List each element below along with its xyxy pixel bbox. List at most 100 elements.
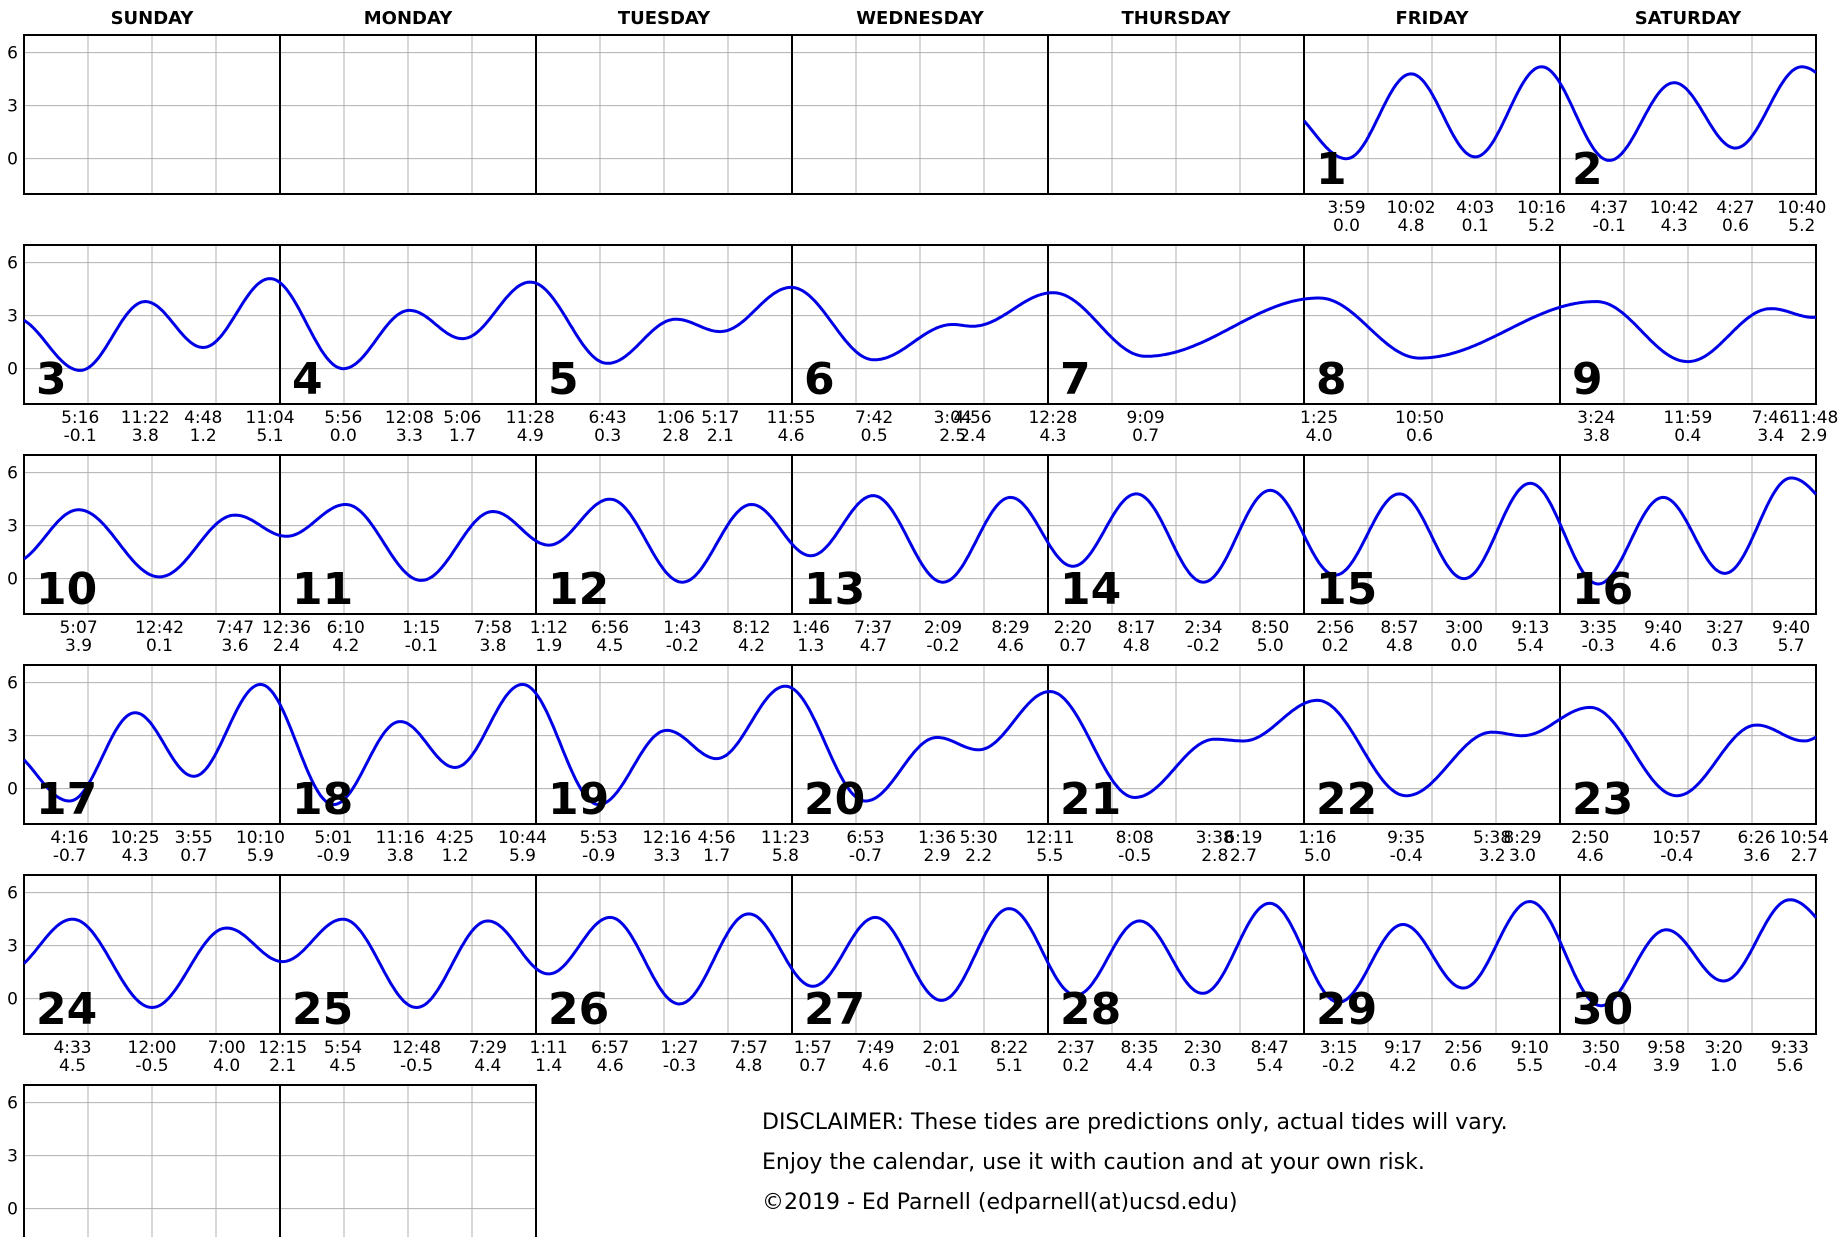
tide-time-label: 10:02: [1387, 198, 1436, 218]
y-tick-label: 6: [7, 674, 18, 694]
tide-height-label: 3.3: [396, 426, 423, 446]
y-tick-label: 0: [7, 780, 18, 800]
tide-time-label: 4:33: [53, 1038, 91, 1058]
tide-height-label: 5.9: [247, 846, 274, 866]
tide-height-label: 4.3: [1661, 216, 1688, 236]
tide-height-label: -0.1: [925, 1056, 958, 1076]
tide-height-label: 4.2: [1389, 1056, 1416, 1076]
tide-height-label: -0.2: [926, 636, 959, 656]
tide-time-label: 3:04: [934, 408, 972, 428]
week-frame: [23, 874, 1817, 1035]
tide-height-label: 2.5: [939, 426, 966, 446]
tide-time-label: 4:37: [1590, 198, 1628, 218]
tide-time-label: 4:25: [436, 828, 474, 848]
day-number: 10: [36, 564, 97, 615]
day-number: 17: [36, 774, 97, 825]
tide-height-label: 0.1: [146, 636, 173, 656]
tide-height-label: 0.6: [1450, 1056, 1477, 1076]
tide-time-label: 3:50: [1582, 1038, 1620, 1058]
tide-time-label: 4:48: [184, 408, 222, 428]
tide-time-label: 3:35: [1579, 618, 1617, 638]
tide-time-label: 10:54: [1780, 828, 1829, 848]
tide-time-label: 11:22: [121, 408, 170, 428]
tide-height-label: 4.8: [735, 1056, 762, 1076]
tide-height-label: -0.9: [582, 846, 615, 866]
tide-time-label: 3:24: [1577, 408, 1615, 428]
tide-time-label: 2:37: [1057, 1038, 1095, 1058]
tide-time-label: 12:42: [135, 618, 184, 638]
tide-time-label: 1:36: [918, 828, 956, 848]
weekday-header: SUNDAY: [111, 8, 195, 29]
tide-height-label: 5.6: [1776, 1056, 1803, 1076]
tide-time-label: 2:09: [924, 618, 962, 638]
day-number: 11: [292, 564, 353, 615]
tide-height-label: 0.3: [594, 426, 621, 446]
tide-time-label: 5:01: [314, 828, 352, 848]
tide-height-label: 0.0: [1450, 636, 1477, 656]
tide-height-label: 0.7: [180, 846, 207, 866]
y-tick-label: 0: [7, 570, 18, 590]
tide-height-label: 1.2: [190, 426, 217, 446]
tide-height-label: 5.7: [1778, 636, 1805, 656]
tide-time-label: 8:50: [1251, 618, 1289, 638]
tide-height-label: 0.7: [799, 1056, 826, 1076]
tide-time-label: 8:08: [1116, 828, 1154, 848]
weekday-header: THURSDAY: [1122, 8, 1232, 29]
tide-height-label: 0.4: [1674, 426, 1701, 446]
tide-height-label: 1.7: [703, 846, 730, 866]
tide-curve: [23, 277, 1817, 372]
tide-height-label: -0.4: [1660, 846, 1693, 866]
day-number: 12: [548, 564, 609, 615]
day-number: 14: [1060, 564, 1121, 615]
tide-time-label: 3:38: [1196, 828, 1234, 848]
tide-time-label: 5:38: [1473, 828, 1511, 848]
tide-time-label: 4:16: [50, 828, 88, 848]
tide-time-label: 10:42: [1650, 198, 1699, 218]
tide-time-label: 7:00: [208, 1038, 246, 1058]
tide-height-label: 5.2: [1788, 216, 1815, 236]
tide-curve: [22, 682, 1817, 807]
y-tick-label: 6: [7, 884, 18, 904]
tide-time-label: 1:11: [530, 1038, 568, 1058]
disclaimer-line: DISCLAIMER: These tides are predictions …: [762, 1110, 1508, 1135]
tide-time-label: 1:12: [530, 618, 568, 638]
day-number: 1: [1316, 144, 1347, 195]
tide-height-label: 2.8: [1201, 846, 1228, 866]
tide-height-label: 3.4: [1757, 426, 1784, 446]
tide-time-label: 12:08: [385, 408, 434, 428]
tide-height-label: -0.2: [666, 636, 699, 656]
tide-height-label: 1.7: [449, 426, 476, 446]
tide-time-label: 12:00: [128, 1038, 177, 1058]
week-frame: [23, 34, 1817, 195]
tide-height-label: 5.5: [1516, 1056, 1543, 1076]
tide-time-label: 9:58: [1647, 1038, 1685, 1058]
weekday-header: MONDAY: [364, 8, 453, 29]
weekday-header: SATURDAY: [1635, 8, 1742, 29]
tide-time-label: 7:37: [854, 618, 892, 638]
tide-time-label: 8:47: [1251, 1038, 1289, 1058]
disclaimer-line: Enjoy the calendar, use it with caution …: [762, 1150, 1425, 1175]
tide-height-label: 3.9: [1653, 1056, 1680, 1076]
y-tick-label: 6: [7, 254, 18, 274]
tide-time-label: 9:13: [1511, 618, 1549, 638]
tide-time-label: 11:23: [761, 828, 810, 848]
tide-time-label: 9:09: [1127, 408, 1165, 428]
tide-height-label: 2.7: [1230, 846, 1257, 866]
tide-height-label: 4.5: [329, 1056, 356, 1076]
tide-height-label: 0.3: [1711, 636, 1738, 656]
tide-curve: [22, 898, 1818, 1009]
tide-height-label: 2.4: [959, 426, 986, 446]
tide-time-label: 7:57: [730, 1038, 768, 1058]
day-number: 16: [1572, 564, 1633, 615]
tide-time-label: 10:44: [498, 828, 547, 848]
tide-height-label: 1.3: [797, 636, 824, 656]
tide-height-label: 3.8: [132, 426, 159, 446]
tide-height-label: 4.0: [213, 1056, 240, 1076]
tide-time-label: 9:10: [1511, 1038, 1549, 1058]
tide-height-label: 4.9: [517, 426, 544, 446]
day-number: 20: [804, 774, 865, 825]
tide-height-label: 2.1: [269, 1056, 296, 1076]
tide-height-label: 1.4: [535, 1056, 562, 1076]
tide-time-label: 10:40: [1777, 198, 1826, 218]
tide-height-label: 2.1: [707, 426, 734, 446]
